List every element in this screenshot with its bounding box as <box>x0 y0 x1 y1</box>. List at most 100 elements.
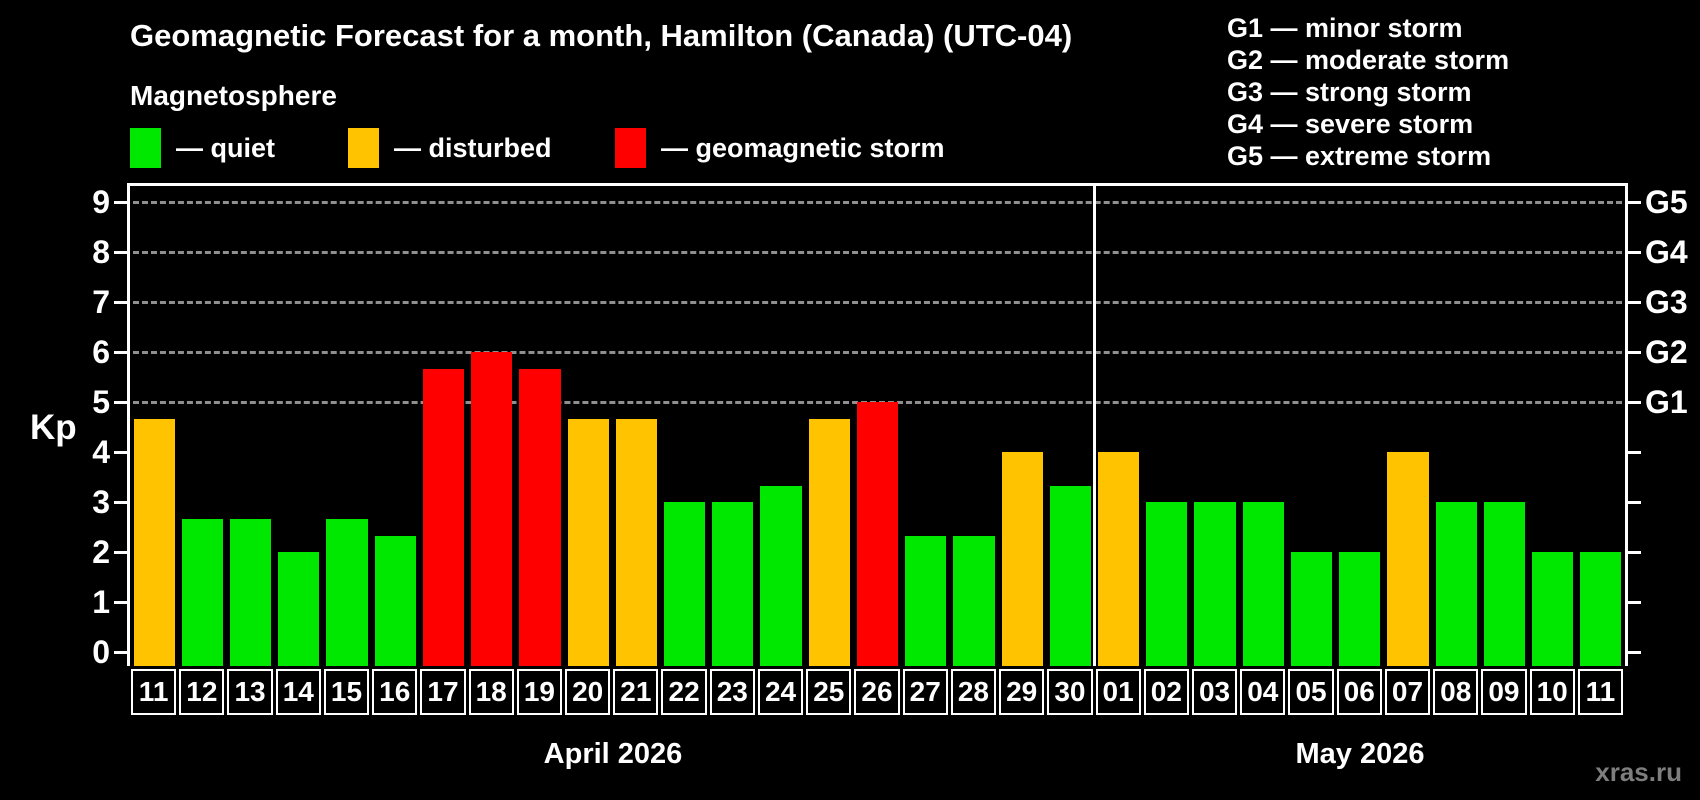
y-tick-label-8: 8 <box>92 234 110 270</box>
kp-bar-may-03 <box>1194 502 1236 666</box>
day-label-apr-15: 15 <box>323 669 370 715</box>
y-tick-label-2: 2 <box>92 534 110 570</box>
g-axis-label-g1: G1 <box>1645 384 1688 420</box>
y-tick-left-3 <box>114 500 130 504</box>
day-label-apr-30: 30 <box>1047 669 1093 715</box>
y-tick-label-4: 4 <box>92 434 110 470</box>
y-tick-right-4 <box>1625 450 1641 454</box>
kp-bar-apr-22 <box>663 502 706 666</box>
gridline-kp6 <box>133 351 1622 354</box>
day-label-may-02: 02 <box>1143 669 1189 715</box>
disturbed-swatch <box>348 128 379 168</box>
y-tick-right-7 <box>1625 300 1641 304</box>
day-label-apr-17: 17 <box>420 669 466 715</box>
quiet-swatch <box>130 128 161 168</box>
day-label-apr-13: 13 <box>227 669 273 715</box>
day-label-apr-29: 29 <box>999 669 1045 715</box>
day-label-apr-23: 23 <box>709 669 755 715</box>
legend-label-disturbed: — disturbed <box>394 132 552 163</box>
day-label-apr-20: 20 <box>565 669 611 715</box>
magnetosphere-label: Magnetosphere <box>130 80 337 111</box>
y-tick-left-7 <box>114 300 130 304</box>
y-tick-label-0: 0 <box>92 634 110 670</box>
kp-bar-may-11 <box>1580 552 1622 666</box>
y-tick-right-6 <box>1625 350 1641 354</box>
legend-label-quiet: — quiet <box>176 132 275 163</box>
kp-bar-apr-12 <box>181 518 223 666</box>
day-label-apr-21: 21 <box>613 669 659 715</box>
kp-bar-apr-20 <box>567 418 609 666</box>
kp-bar-apr-13 <box>229 518 272 666</box>
day-label-apr-18: 18 <box>468 669 514 715</box>
y-tick-right-0 <box>1625 650 1641 654</box>
day-label-apr-28: 28 <box>950 669 997 715</box>
y-tick-label-9: 9 <box>92 184 110 220</box>
g2-legend-line: G2 — moderate storm <box>1227 45 1510 75</box>
day-label-apr-27: 27 <box>902 669 948 715</box>
day-label-may-01: 01 <box>1095 669 1141 715</box>
g3-legend-line: G3 — strong storm <box>1227 77 1472 107</box>
y-tick-label-5: 5 <box>92 384 110 420</box>
g1-legend-line: G1 — minor storm <box>1227 13 1463 43</box>
kp-bar-apr-30 <box>1049 485 1091 666</box>
kp-bar-may-02 <box>1146 502 1188 666</box>
g-axis-label-g2: G2 <box>1645 334 1688 370</box>
y-tick-left-6 <box>114 350 130 354</box>
plot-frame <box>127 183 1628 666</box>
day-label-apr-26: 26 <box>854 669 900 715</box>
y-tick-label-1: 1 <box>92 584 110 620</box>
g-axis-label-g3: G3 <box>1645 284 1688 320</box>
kp-bar-apr-23 <box>712 502 754 666</box>
day-label-apr-16: 16 <box>372 669 418 715</box>
y-tick-left-9 <box>114 200 130 204</box>
kp-bar-apr-14 <box>278 552 320 666</box>
kp-bar-apr-11 <box>133 418 175 666</box>
kp-bar-apr-21 <box>615 418 657 666</box>
kp-bar-may-09 <box>1483 502 1526 666</box>
day-label-apr-14: 14 <box>275 669 321 715</box>
y-tick-left-4 <box>114 450 130 454</box>
day-label-may-07: 07 <box>1384 669 1431 715</box>
y-tick-left-5 <box>114 400 130 404</box>
g5-legend-line: G5 — extreme storm <box>1227 141 1492 171</box>
y-tick-right-9 <box>1625 200 1641 204</box>
day-label-may-10: 10 <box>1529 669 1575 715</box>
gridline-kp8 <box>133 251 1622 254</box>
legend-item-quiet: — quiet <box>130 128 275 168</box>
y-tick-right-8 <box>1625 250 1641 254</box>
kp-bar-apr-27 <box>905 535 947 666</box>
y-tick-left-2 <box>114 550 130 554</box>
month-label-april: April 2026 <box>543 738 683 770</box>
day-label-apr-24: 24 <box>757 669 804 715</box>
y-tick-right-2 <box>1625 550 1641 554</box>
y-tick-right-1 <box>1625 600 1641 604</box>
kp-bar-apr-28 <box>953 535 995 666</box>
kp-bar-may-07 <box>1387 452 1429 666</box>
y-tick-left-0 <box>114 650 130 654</box>
legend-item-storm: — geomagnetic storm <box>615 128 945 168</box>
kp-bar-apr-29 <box>1001 452 1043 666</box>
g-scale-legend: G1 — minor storm G2 — moderate storm G3 … <box>1227 12 1509 172</box>
y-tick-label-3: 3 <box>92 484 110 520</box>
kp-bar-apr-16 <box>374 535 416 666</box>
y-tick-left-1 <box>114 600 130 604</box>
kp-bar-apr-17 <box>422 368 465 666</box>
y-tick-left-8 <box>114 250 130 254</box>
kp-bar-may-04 <box>1242 502 1284 666</box>
kp-bar-apr-15 <box>326 518 368 666</box>
g-axis-label-g5: G5 <box>1645 184 1688 220</box>
legend-label-storm: — geomagnetic storm <box>661 132 945 163</box>
gridline-kp9 <box>133 201 1622 204</box>
day-label-may-08: 08 <box>1433 669 1479 715</box>
kp-bar-apr-19 <box>519 368 561 666</box>
kp-bar-apr-18 <box>471 352 513 666</box>
y-tick-label-7: 7 <box>92 284 110 320</box>
kp-bar-apr-25 <box>808 418 850 666</box>
day-label-may-05: 05 <box>1288 669 1334 715</box>
day-label-apr-12: 12 <box>179 669 225 715</box>
kp-bar-may-05 <box>1290 552 1333 666</box>
day-label-may-04: 04 <box>1240 669 1286 715</box>
kp-bar-may-06 <box>1339 552 1381 666</box>
gridline-kp7 <box>133 301 1622 304</box>
kp-bar-may-10 <box>1532 552 1574 666</box>
